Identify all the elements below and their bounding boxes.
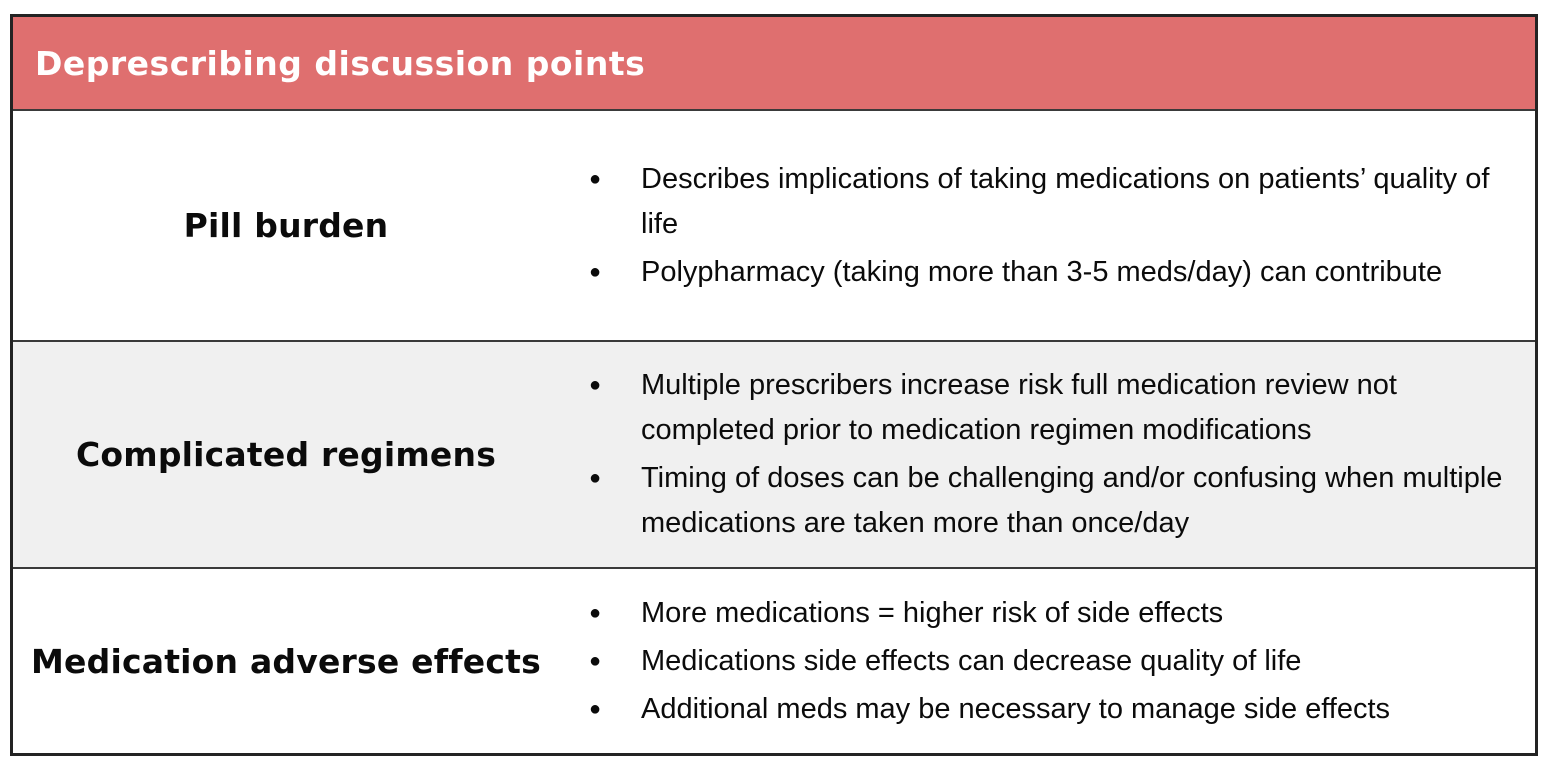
table-row-medication-adverse-effects: Medication adverse effects More medicati…	[13, 567, 1535, 753]
row-label-complicated-regimens: Complicated regimens	[75, 435, 497, 474]
row-content-cell: More medications = higher risk of side e…	[559, 582, 1535, 741]
row-label-cell: Pill burden	[13, 206, 559, 245]
bullet-item: Medications side effects can decrease qu…	[559, 639, 1511, 684]
bullet-list: More medications = higher risk of side e…	[559, 591, 1511, 732]
table-header: Deprescribing discussion points	[13, 17, 1535, 109]
bullet-item: Multiple prescribers increase risk full …	[559, 363, 1511, 453]
table-title: Deprescribing discussion points	[35, 43, 646, 83]
row-label-cell: Medication adverse effects	[13, 642, 559, 681]
row-label-cell: Complicated regimens	[13, 435, 559, 474]
table-row-pill-burden: Pill burden Describes implications of ta…	[13, 109, 1535, 340]
row-label-medication-adverse-effects: Medication adverse effects	[31, 641, 541, 681]
bullet-item: Describes implications of taking medicat…	[559, 157, 1511, 247]
bullet-list: Multiple prescribers increase risk full …	[559, 363, 1511, 546]
bullet-item: Timing of doses can be challenging and/o…	[559, 456, 1511, 546]
bullet-item: Additional meds may be necessary to mana…	[559, 687, 1511, 732]
row-content-cell: Multiple prescribers increase risk full …	[559, 354, 1535, 555]
row-label-pill-burden: Pill burden	[183, 206, 389, 245]
bullet-item: More medications = higher risk of side e…	[559, 591, 1511, 636]
bullet-list: Describes implications of taking medicat…	[559, 157, 1511, 295]
bullet-item: Polypharmacy (taking more than 3-5 meds/…	[559, 250, 1511, 295]
table-row-complicated-regimens: Complicated regimens Multiple prescriber…	[13, 340, 1535, 567]
row-content-cell: Describes implications of taking medicat…	[559, 148, 1535, 304]
deprescribing-table: Deprescribing discussion points Pill bur…	[10, 14, 1538, 756]
